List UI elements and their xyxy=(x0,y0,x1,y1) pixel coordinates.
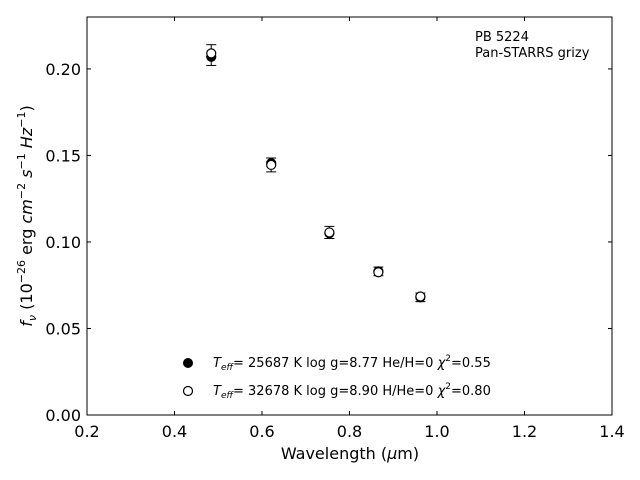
y-tick-label: 0.15 xyxy=(45,146,81,165)
model-point-open xyxy=(324,227,335,238)
x-tick-label: 0.6 xyxy=(249,422,274,441)
legend-marker-open xyxy=(182,385,194,397)
legend: Teff= 25687 K log g=8.77 He/H=0 χ2=0.55 … xyxy=(182,354,491,401)
model-point-open xyxy=(415,291,426,302)
model-point-open xyxy=(266,159,277,171)
model-point-open xyxy=(373,267,384,278)
annotation-survey: Pan-STARRS grizy xyxy=(475,46,590,61)
legend-label-open: Teff= 32678 K log g=8.90 H/He=0 χ2=0.80 xyxy=(213,382,491,401)
x-tick-label: 1.0 xyxy=(424,422,449,441)
axis-ticks: 0.2 0.4 0.6 0.8 1.0 1.2 1.4 0.00 0.05 0.10 0.15 0.2… xyxy=(45,17,625,441)
annotation-star-name: PB 5224 xyxy=(475,30,529,45)
legend-label-filled: Teff= 25687 K log g=8.77 He/H=0 χ2=0.55 xyxy=(213,354,491,373)
x-tick-label: 0.4 xyxy=(162,422,187,441)
y-tick-label: 0.10 xyxy=(45,233,81,252)
y-tick-label: 0.00 xyxy=(45,406,81,425)
x-tick-label: 1.4 xyxy=(599,422,624,441)
error-bars xyxy=(206,44,426,303)
x-tick-label: 0.8 xyxy=(337,422,362,441)
y-axis-label: fν (10−26 erg cm−2 s−1 Hz−1) xyxy=(15,105,39,326)
x-axis-label: Wavelength (μm) xyxy=(281,444,419,463)
y-tick-label: 0.05 xyxy=(45,319,81,338)
legend-marker-filled xyxy=(183,358,193,368)
model-point-open xyxy=(206,48,217,59)
y-tick-label: 0.20 xyxy=(45,60,81,79)
x-tick-label: 1.2 xyxy=(512,422,537,441)
data-markers xyxy=(206,48,426,303)
x-tick-label: 0.2 xyxy=(74,422,99,441)
